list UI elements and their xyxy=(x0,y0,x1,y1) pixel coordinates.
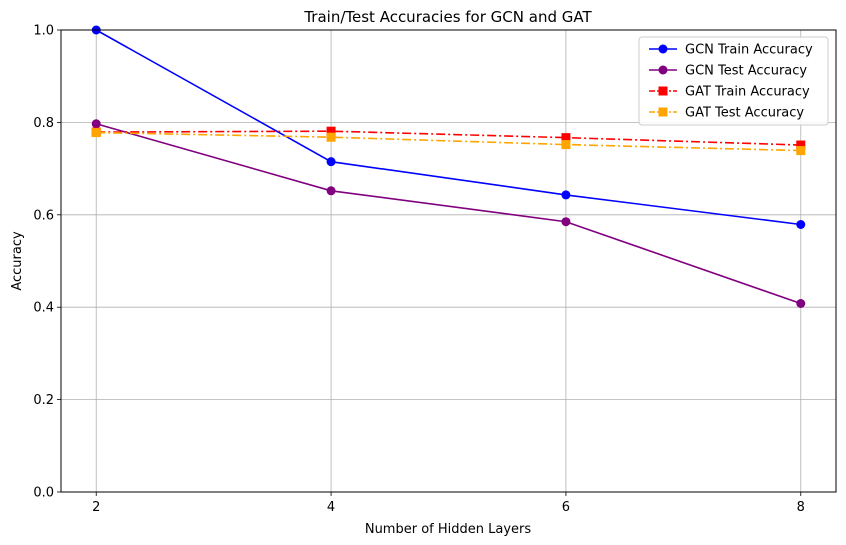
legend-marker-0 xyxy=(658,44,668,54)
data-point xyxy=(561,133,571,143)
y-tick-label: 0.4 xyxy=(33,301,54,316)
data-point xyxy=(326,186,336,196)
legend-marker-1 xyxy=(658,65,668,75)
legend-marker-2 xyxy=(658,86,668,96)
legend-box xyxy=(638,36,829,126)
y-tick-label: 0.2 xyxy=(33,393,54,408)
y-tick-label: 0.6 xyxy=(33,208,54,223)
data-point xyxy=(326,126,336,136)
legend-label-2: GAT Train Accuracy xyxy=(685,85,810,100)
series-line-1 xyxy=(96,123,802,305)
y-tick-label: 0.8 xyxy=(33,116,54,131)
data-point xyxy=(91,128,101,138)
legend-marker-3 xyxy=(658,107,668,117)
axes: 2 4 6 8 0.0 0.2 0.4 0.6 0.8 1.0 xyxy=(33,24,837,515)
series-line-2 xyxy=(96,130,801,146)
x-axis-label: Number of Hidden Layers xyxy=(365,522,532,537)
x-tick-label: 4 xyxy=(327,500,335,515)
data-point xyxy=(326,132,336,142)
y-axis-label: Accuracy xyxy=(10,231,25,291)
plot-frame xyxy=(60,29,837,493)
x-tick-label: 8 xyxy=(797,500,805,515)
data-point xyxy=(796,220,806,230)
data-point xyxy=(561,140,571,150)
data-point xyxy=(796,146,806,156)
legend-label-3: GAT Test Accuracy xyxy=(685,106,804,121)
data-point xyxy=(91,119,101,129)
x-tick-label: 6 xyxy=(562,500,570,515)
data-point xyxy=(561,190,571,200)
y-tick-label: 0.0 xyxy=(33,486,54,501)
legend: GCN Train Accuracy GCN Test Accuracy GAT T… xyxy=(638,36,829,126)
series-line-3 xyxy=(96,131,801,152)
data-point xyxy=(326,157,336,167)
x-tick-label: 2 xyxy=(92,500,100,515)
y-tick-label: 1.0 xyxy=(33,24,54,39)
data-point xyxy=(796,140,806,150)
data-point xyxy=(561,217,571,227)
legend-label-0: GCN Train Accuracy xyxy=(685,43,813,58)
legend-label-1: GCN Test Accuracy xyxy=(685,64,807,79)
series-line-0 xyxy=(95,29,801,226)
data-point xyxy=(796,299,806,309)
chart-title: Train/Test Accuracies for GCN and GAT xyxy=(303,8,592,26)
